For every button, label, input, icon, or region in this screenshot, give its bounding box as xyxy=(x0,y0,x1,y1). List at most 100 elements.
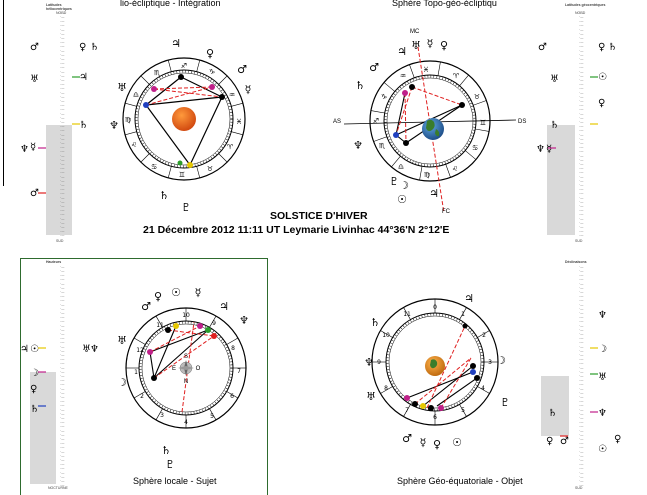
strip-shade xyxy=(547,125,575,235)
scale-tick: ·— xyxy=(60,200,65,204)
scale-tick: ·— xyxy=(60,234,65,238)
scale-tick: ·— xyxy=(579,225,584,229)
scale-tick: ·— xyxy=(579,420,584,424)
scale-tick: ·— xyxy=(579,349,584,353)
scale-tick: ·— xyxy=(579,91,584,95)
svg-text:♄: ♄ xyxy=(30,404,39,415)
scale-tick: ·— xyxy=(579,187,584,191)
scale-tick: ·— xyxy=(579,454,584,458)
scale-tick: ·— xyxy=(579,74,584,78)
svg-text:♀: ♀ xyxy=(433,438,441,451)
scale-tick: ·— xyxy=(60,78,65,82)
scale-tick: ·— xyxy=(579,399,584,403)
svg-text:11: 11 xyxy=(403,311,411,318)
strip-top-right: Latitudes géocentriques NORD SUD xyxy=(547,3,607,243)
scale-tick: ·— xyxy=(60,217,65,221)
svg-text:♒: ♒ xyxy=(400,72,406,80)
scale-tick: ·— xyxy=(579,269,584,273)
bottom-left-frame xyxy=(20,258,268,495)
scale-tick: ·— xyxy=(579,273,584,277)
svg-text:♄: ♄ xyxy=(370,316,380,329)
scale-tick: ·— xyxy=(579,370,584,374)
scale-tick: ·— xyxy=(60,349,65,353)
svg-text:♅: ♅ xyxy=(598,372,607,383)
scale-tick: ·— xyxy=(579,307,584,311)
scale-tick: ·— xyxy=(60,412,65,416)
scale-tick: ·— xyxy=(60,273,65,277)
scale-tick: ·— xyxy=(60,32,65,36)
scale-tick: ·— xyxy=(579,158,584,162)
scale-tick: ·— xyxy=(579,441,584,445)
scale-tick: ·— xyxy=(579,28,584,32)
svg-text:♃: ♃ xyxy=(171,37,181,50)
svg-text:7: 7 xyxy=(237,368,241,375)
svg-text:♆: ♆ xyxy=(598,408,607,419)
svg-text:♄: ♄ xyxy=(550,120,559,131)
scale-tick: ·— xyxy=(60,320,65,324)
scale-tick: ·— xyxy=(579,108,584,112)
scale-tick: ·— xyxy=(60,133,65,137)
scale-tick: ·— xyxy=(579,437,584,441)
scale-tick: ·— xyxy=(579,416,584,420)
scale-tick: ·— xyxy=(579,320,584,324)
svg-text:♆: ♆ xyxy=(239,314,249,327)
strip-top-label: NORD xyxy=(56,11,67,15)
svg-text:♄: ♄ xyxy=(608,42,617,53)
scale-tick: ·— xyxy=(579,299,584,303)
scale-tick: ·— xyxy=(579,391,584,395)
svg-text:♅: ♅ xyxy=(366,390,376,403)
svg-text:☉: ☉ xyxy=(598,444,607,455)
svg-text:♓: ♓ xyxy=(236,118,242,126)
scale-tick: ·— xyxy=(60,208,65,212)
scale-tick: ·— xyxy=(60,467,65,471)
scale-tick: ·— xyxy=(60,345,65,349)
svg-text:♏: ♏ xyxy=(379,142,386,150)
svg-text:☿: ☿ xyxy=(30,142,36,153)
scale-tick: ·— xyxy=(579,112,584,116)
scale-tick: ·— xyxy=(579,357,584,361)
scale-tick: ·— xyxy=(60,91,65,95)
scale-tick: ·— xyxy=(60,471,65,475)
scale-tick: ·— xyxy=(579,467,584,471)
scale-tick: ·— xyxy=(60,425,65,429)
scale-tick: ·— xyxy=(579,19,584,23)
earth-icon xyxy=(425,356,445,376)
svg-text:♉: ♉ xyxy=(207,165,213,173)
scale-tick: ·— xyxy=(60,171,65,175)
svg-text:♊: ♊ xyxy=(480,119,486,127)
svg-text:♄: ♄ xyxy=(161,444,171,457)
scale-tick: ·— xyxy=(579,129,584,133)
side-glyphs: ♂ ♀ ♄ ♅ ♃ ♄ ♆ ☿ ♂ ♂ ♀ ♄ ♅ ☉ ♀ ♄ ♆ ☿ ♃ ☉ ♅ ♆ ☽ ♀ ♄ ♆… xyxy=(20,42,621,455)
scale-tick: ·— xyxy=(60,61,65,65)
scale-tick: ·— xyxy=(60,387,65,391)
svg-text:♃: ♃ xyxy=(219,300,229,313)
scale-tick: ·— xyxy=(60,357,65,361)
svg-text:♍: ♍ xyxy=(125,116,132,124)
scale-tick: ·— xyxy=(60,196,65,200)
strip-top-left: Latitudes héliocentriques NORD SUD xyxy=(46,3,88,243)
svg-text:♆: ♆ xyxy=(353,139,363,152)
svg-text:♀: ♀ xyxy=(598,42,605,53)
scale-tick: ·— xyxy=(60,458,65,462)
svg-text:☽: ☽ xyxy=(117,376,127,389)
scale-tick: ·— xyxy=(579,171,584,175)
svg-text:♄: ♄ xyxy=(159,189,169,202)
svg-text:☿: ☿ xyxy=(245,83,252,96)
strip-bottom-label: NOCTURNE xyxy=(48,486,68,490)
scale-tick: ·— xyxy=(579,450,584,454)
scale-tick: ·— xyxy=(60,74,65,78)
scale-tick: ·— xyxy=(60,282,65,286)
strip-header: Hauteurs xyxy=(46,260,62,264)
scale-tick: ·— xyxy=(579,208,584,212)
svg-text:♃: ♃ xyxy=(429,187,439,200)
scale-tick: ·— xyxy=(579,24,584,28)
svg-text:♑: ♑ xyxy=(209,68,215,76)
compass-icon: S N E O xyxy=(172,354,201,385)
svg-text:♅: ♅ xyxy=(117,81,127,94)
strip-bottom-label: SUD xyxy=(575,239,583,243)
scale-tick: ·— xyxy=(60,137,65,141)
strip-shade xyxy=(46,125,72,235)
earth-icon xyxy=(422,118,444,140)
scale-tick: ·— xyxy=(579,66,584,70)
svg-text:♄: ♄ xyxy=(548,408,557,419)
